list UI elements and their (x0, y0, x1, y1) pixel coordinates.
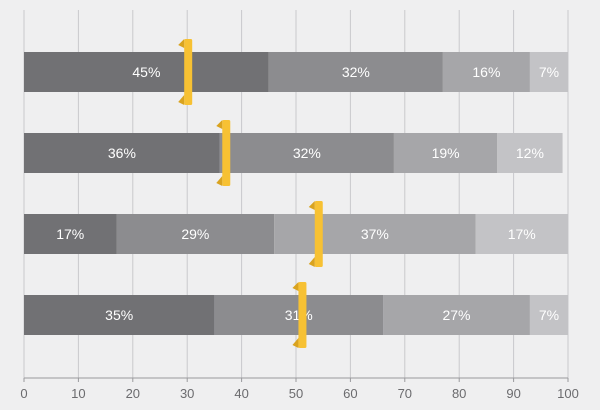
x-tick-label: 40 (234, 386, 248, 401)
data-label: 45% (132, 64, 160, 80)
bar-segment (475, 214, 568, 254)
data-label: 37% (361, 226, 389, 242)
bar-row: 35%31%27%7% (24, 295, 568, 335)
bar-segment (24, 133, 220, 173)
x-tick-label: 90 (506, 386, 520, 401)
bar-segment (383, 295, 530, 335)
marker-bottom-tab (216, 176, 223, 186)
data-label: 12% (516, 145, 544, 161)
bar-segment (393, 133, 498, 173)
x-axis-ticks: 0 10 20 30 40 50 60 70 80 90 100 (20, 378, 579, 401)
x-tick-label: 50 (289, 386, 303, 401)
marker-bottom-tab (292, 338, 299, 348)
bar-segment (268, 52, 443, 92)
bar-row: 36% 32% 19% 12% (24, 133, 563, 173)
bar-segment (219, 133, 394, 173)
x-tick-label: 20 (126, 386, 140, 401)
marker-top-tab (292, 282, 299, 291)
bar-segment (24, 52, 269, 92)
bar-row: 17% 29% 37% 17% (24, 214, 568, 254)
marker (178, 39, 193, 105)
marker (216, 120, 231, 186)
marker-bar (314, 201, 323, 267)
x-tick-label: 60 (343, 386, 357, 401)
marker-bar (222, 120, 231, 186)
data-label: 16% (472, 64, 500, 80)
data-label: 36% (108, 145, 136, 161)
bar-rows: 45%32%16%7%36%32%19%12%17%29%37%17%35%31… (24, 52, 568, 335)
marker-layer (178, 39, 323, 348)
x-tick-label: 10 (71, 386, 85, 401)
bar-segment (442, 52, 530, 92)
marker-bar (298, 282, 307, 348)
data-label: 32% (342, 64, 370, 80)
marker-bottom-tab (178, 95, 185, 105)
bar-segment (24, 295, 215, 335)
data-label: 7% (539, 64, 559, 80)
bar-row: 45% 32% 16% 7% (24, 52, 568, 92)
data-label: 35% (105, 307, 133, 323)
data-label: 7% (539, 307, 559, 323)
marker-top-tab (216, 120, 223, 129)
bar-segment (497, 133, 563, 173)
marker (308, 201, 323, 267)
marker-bottom-tab (308, 257, 315, 267)
x-tick-label: 30 (180, 386, 194, 401)
data-label: 19% (432, 145, 460, 161)
data-label: 32% (293, 145, 321, 161)
marker (292, 282, 307, 348)
x-tick-label: 0 (20, 386, 27, 401)
data-label: 17% (56, 226, 84, 242)
bar-segment (24, 214, 117, 254)
marker-top-tab (308, 201, 315, 210)
bar-segment (274, 214, 476, 254)
data-label: 27% (442, 307, 470, 323)
data-label: 29% (181, 226, 209, 242)
x-tick-label: 100 (557, 386, 579, 401)
data-label: 17% (508, 226, 536, 242)
x-tick-label: 70 (398, 386, 412, 401)
marker-top-tab (178, 39, 185, 48)
bar-segment (116, 214, 275, 254)
x-tick-label: 80 (452, 386, 466, 401)
marker-bar (184, 39, 193, 105)
bar-segment (529, 295, 568, 335)
bar-segment (529, 52, 568, 92)
